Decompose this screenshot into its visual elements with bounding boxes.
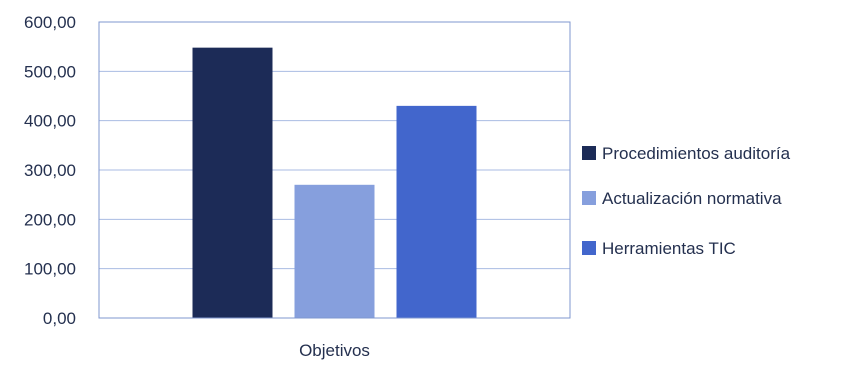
bar-1 <box>193 48 273 318</box>
legend-swatch <box>582 146 596 160</box>
legend-swatch <box>582 191 596 205</box>
bar-2 <box>295 185 375 318</box>
legend-label: Procedimientos auditoría <box>602 144 791 163</box>
legend-swatch <box>582 241 596 255</box>
y-tick-label: 100,00 <box>24 260 76 279</box>
legend: Procedimientos auditoría Actualización no… <box>582 144 791 258</box>
y-tick-label: 0,00 <box>43 309 76 328</box>
y-axis-tick-labels: 0,00 100,00 200,00 300,00 400,00 500,00 600,00 <box>24 13 76 328</box>
bars <box>193 48 477 318</box>
x-axis-category-label: Objetivos <box>299 341 370 360</box>
y-tick-label: 300,00 <box>24 161 76 180</box>
legend-label: Herramientas TIC <box>602 239 736 258</box>
legend-label: Actualización normativa <box>602 189 782 208</box>
y-tick-label: 400,00 <box>24 112 76 131</box>
y-tick-label: 500,00 <box>24 62 76 81</box>
bar-3 <box>397 106 477 318</box>
y-tick-label: 200,00 <box>24 210 76 229</box>
y-tick-label: 600,00 <box>24 13 76 32</box>
